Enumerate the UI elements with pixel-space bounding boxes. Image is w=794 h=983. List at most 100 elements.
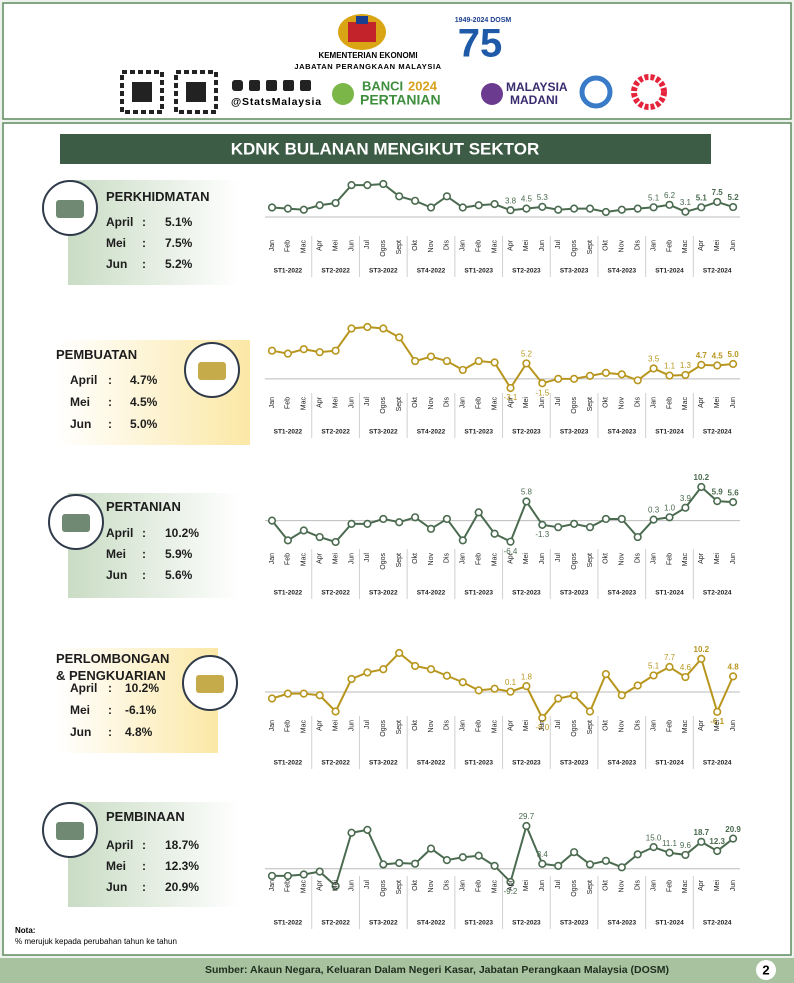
point <box>665 513 674 522</box>
point <box>554 205 563 214</box>
stat-value: 5.6% <box>165 568 193 582</box>
x-tick-label: Jan <box>269 880 276 891</box>
point <box>379 324 388 333</box>
value-label: 20.9 <box>725 825 741 834</box>
point <box>379 665 388 674</box>
stat-separator: : <box>108 681 112 695</box>
point <box>617 863 626 872</box>
point <box>649 671 658 680</box>
point <box>601 514 611 524</box>
group-label: ST4-2022 <box>417 920 446 927</box>
point <box>315 201 324 210</box>
point <box>299 205 308 214</box>
point <box>283 536 293 545</box>
x-tick-label: Feb <box>476 240 483 252</box>
point <box>283 349 293 358</box>
point <box>426 844 436 853</box>
point <box>426 665 436 674</box>
value-label: 5.2 <box>728 193 740 202</box>
stat-separator: : <box>142 526 146 540</box>
anniversary: 1949-2024 DOSM <box>455 17 512 24</box>
point <box>617 514 626 524</box>
point <box>347 674 356 684</box>
stat-value: 4.8% <box>125 725 153 739</box>
x-tick-label: Jul <box>555 553 562 562</box>
point <box>458 365 467 375</box>
point <box>426 203 436 212</box>
stat-label: April <box>70 681 98 695</box>
group-label: ST1-2024 <box>655 429 684 436</box>
x-tick-label: Jun <box>539 720 546 731</box>
x-tick-label: Ogos <box>571 240 578 257</box>
value-label: 11.1 <box>662 839 678 848</box>
x-tick-label: Mac <box>682 553 689 567</box>
social: @StatsMalaysia <box>231 96 322 108</box>
x-tick-label: Mei <box>332 240 339 252</box>
x-tick-label: Mei <box>714 553 721 565</box>
x-tick-label: Jul <box>555 720 562 729</box>
point <box>649 364 658 373</box>
x-tick-label: Ogos <box>380 553 387 570</box>
sector-panel: PEMBINAAN April: 18.7% Mei: 12.3% Jun: 20.9% <box>68 802 240 907</box>
stat-label: Jun <box>106 880 128 894</box>
point <box>665 371 674 380</box>
point <box>426 524 436 533</box>
value-label: 1.1 <box>664 362 676 371</box>
stat-label: Mei <box>106 236 127 250</box>
sector-name: PERTANIAN <box>106 499 181 514</box>
group-label: ST1-2022 <box>274 760 303 767</box>
group-label: ST1-2024 <box>655 760 684 767</box>
point <box>267 203 277 212</box>
value-label: 12.3 <box>709 837 725 846</box>
point <box>331 707 340 716</box>
point <box>585 523 595 532</box>
point <box>617 205 626 214</box>
x-tick-label: Apr <box>507 879 514 891</box>
group-label: ST1-2023 <box>464 920 493 927</box>
point <box>728 498 738 507</box>
banci: BANCI <box>362 78 403 93</box>
point <box>506 206 515 215</box>
x-tick-label: Jul <box>364 240 371 249</box>
x-tick-label: Jul <box>364 720 371 729</box>
x-tick-label: Apr <box>317 552 324 564</box>
point <box>442 192 452 201</box>
point <box>554 374 563 383</box>
banci-logo <box>332 83 354 105</box>
point <box>267 346 277 355</box>
x-tick-label: Mac <box>491 240 498 254</box>
x-tick-label: Feb <box>666 880 673 892</box>
stat-separator: : <box>142 236 146 250</box>
logo-ring <box>579 75 613 109</box>
point <box>363 668 372 677</box>
point <box>617 691 626 700</box>
stat-value: 5.9% <box>165 547 193 561</box>
group-label: ST4-2022 <box>417 590 446 597</box>
stat-separator: : <box>142 547 146 561</box>
x-tick-label: Jan <box>460 553 467 564</box>
x-tick-label: Feb <box>476 553 483 565</box>
x-tick-label: Mac <box>682 720 689 734</box>
x-tick-label: Ogos <box>571 880 578 897</box>
value-label: 5.1 <box>648 193 660 202</box>
point <box>267 871 277 881</box>
x-tick-label: Sept <box>396 240 403 254</box>
point <box>474 508 483 517</box>
value-label: 4.6 <box>680 663 692 672</box>
group-label: ST3-2023 <box>560 760 589 767</box>
value-label: 1.8 <box>521 672 533 681</box>
point <box>315 532 324 542</box>
stat-value: 5.1% <box>165 215 193 229</box>
x-tick-label: Sept <box>396 553 403 567</box>
point <box>474 851 483 860</box>
point <box>713 497 722 506</box>
value-label: 5.0 <box>728 350 740 359</box>
value-label: 10.2 <box>694 645 710 654</box>
x-tick-label: Jun <box>730 240 737 251</box>
banci-sub: PERTANIAN <box>360 92 441 108</box>
x-tick-label: Jan <box>460 240 467 251</box>
point <box>490 861 499 870</box>
point <box>681 503 690 512</box>
group-label: ST1-2022 <box>274 429 303 436</box>
value-label: 4.7 <box>696 351 708 360</box>
